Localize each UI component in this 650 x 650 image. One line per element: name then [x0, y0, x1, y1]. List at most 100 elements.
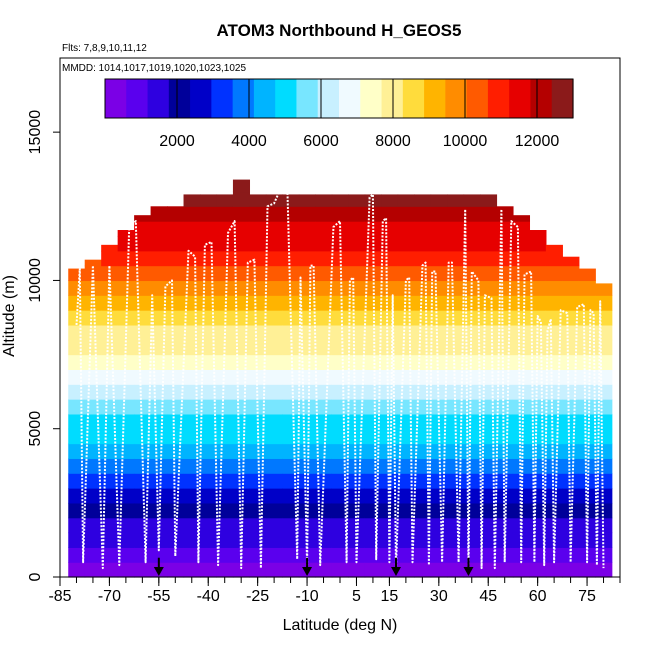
curtain-cell [512, 384, 531, 400]
curtain-cell [134, 369, 152, 385]
curtain-cell [512, 221, 531, 237]
curtain-cell [447, 194, 465, 207]
curtain-cell [562, 547, 580, 563]
curtain-cell [480, 295, 498, 311]
curtain-cell [265, 443, 283, 459]
curtain-cell [216, 502, 234, 519]
curtain-cell [545, 295, 563, 311]
curtain-cell [315, 413, 333, 430]
curtain-cell [265, 488, 283, 504]
curtain-cell [216, 517, 234, 534]
curtain-cell [265, 502, 283, 519]
curtain-cell [512, 280, 531, 296]
curtain-cell [447, 369, 465, 385]
curtain-cell [101, 250, 119, 267]
curtain-cell [216, 280, 234, 296]
curtain-cell [183, 384, 201, 400]
curtain-cell [545, 250, 563, 267]
curtain-cell [595, 369, 613, 385]
curtain-cell [512, 339, 531, 356]
curtain-cell [381, 384, 399, 400]
curtain-cell [134, 280, 152, 296]
curtain-cell [167, 354, 185, 370]
curtain-cell [84, 488, 102, 504]
curtain-cell [397, 295, 415, 311]
curtain-cell [430, 354, 448, 370]
curtain-cell [480, 502, 498, 519]
curtain-cell [167, 384, 185, 400]
curtain-cell [397, 206, 415, 222]
curtain-cell [562, 473, 580, 489]
curtain-cell [480, 547, 498, 563]
curtain-cell [364, 562, 382, 578]
curtain-cell [265, 235, 283, 252]
curtain-cell [265, 473, 283, 489]
curtain-cell [512, 215, 531, 222]
curtain-cell [216, 250, 234, 267]
curtain-cell [282, 428, 300, 445]
curtain-cell [480, 517, 498, 534]
curtain-cell [84, 458, 102, 474]
curtain-cell [200, 547, 218, 563]
curtain-cell [134, 339, 152, 356]
curtain-cell [578, 384, 596, 400]
curtain-cell [430, 194, 448, 207]
curtain-cell [298, 221, 316, 237]
curtain-cell [348, 428, 366, 445]
curtain-cell [397, 517, 415, 534]
curtain-cell [117, 324, 135, 341]
curtain-cell [249, 547, 267, 563]
curtain-cell [447, 280, 465, 296]
curtain-cell [529, 369, 547, 385]
colorbar-tick-label: 6000 [303, 133, 339, 150]
curtain-cell [414, 384, 432, 400]
curtain-cell [232, 458, 251, 474]
curtain-cell [414, 473, 432, 489]
curtain-cell [315, 280, 333, 296]
colorbar-tick-label: 10000 [443, 133, 488, 150]
curtain-cell [381, 194, 399, 207]
curtain-cell [298, 458, 316, 474]
curtain-cell [331, 324, 349, 341]
curtain-cell [134, 384, 152, 400]
curtain-cell [397, 399, 415, 415]
curtain-cell [249, 324, 267, 341]
curtain-cell [381, 399, 399, 415]
curtain-cell [200, 562, 218, 578]
curtain-cell [315, 532, 333, 548]
curtain-cell [430, 369, 448, 385]
curtain-cell [545, 562, 563, 578]
curtain-cell [183, 502, 201, 519]
curtain-cell [315, 443, 333, 459]
colorbar-tick-label: 2000 [159, 133, 195, 150]
curtain-cell [117, 280, 135, 296]
curtain-cell [414, 221, 432, 237]
curtain-cell [200, 369, 218, 385]
curtain-cell [381, 413, 399, 430]
curtain-cell [512, 562, 531, 578]
curtain-cell [463, 473, 481, 489]
curtain-cell [282, 502, 300, 519]
curtain-cell [364, 428, 382, 445]
curtain-cell [265, 384, 283, 400]
curtain-cell [512, 399, 531, 415]
curtain-cell [84, 473, 102, 489]
curtain-cell [200, 206, 218, 222]
colorbar-swatch [253, 79, 276, 118]
curtain-cell [397, 532, 415, 548]
curtain-cell [463, 517, 481, 534]
curtain-cell [167, 310, 185, 326]
curtain-cell [232, 562, 251, 578]
curtain-cell [84, 562, 102, 578]
colorbar-swatch [168, 79, 191, 118]
curtain-cell [364, 399, 382, 415]
curtain-cell [101, 547, 119, 563]
curtain-cell [463, 413, 481, 430]
curtain-cell [595, 413, 613, 430]
curtain-cell [595, 384, 613, 400]
curtain-cell [364, 280, 382, 296]
curtain-cell [578, 443, 596, 459]
curtain-cell [150, 488, 168, 504]
curtain-cell [578, 517, 596, 534]
curtain-cell [430, 473, 448, 489]
